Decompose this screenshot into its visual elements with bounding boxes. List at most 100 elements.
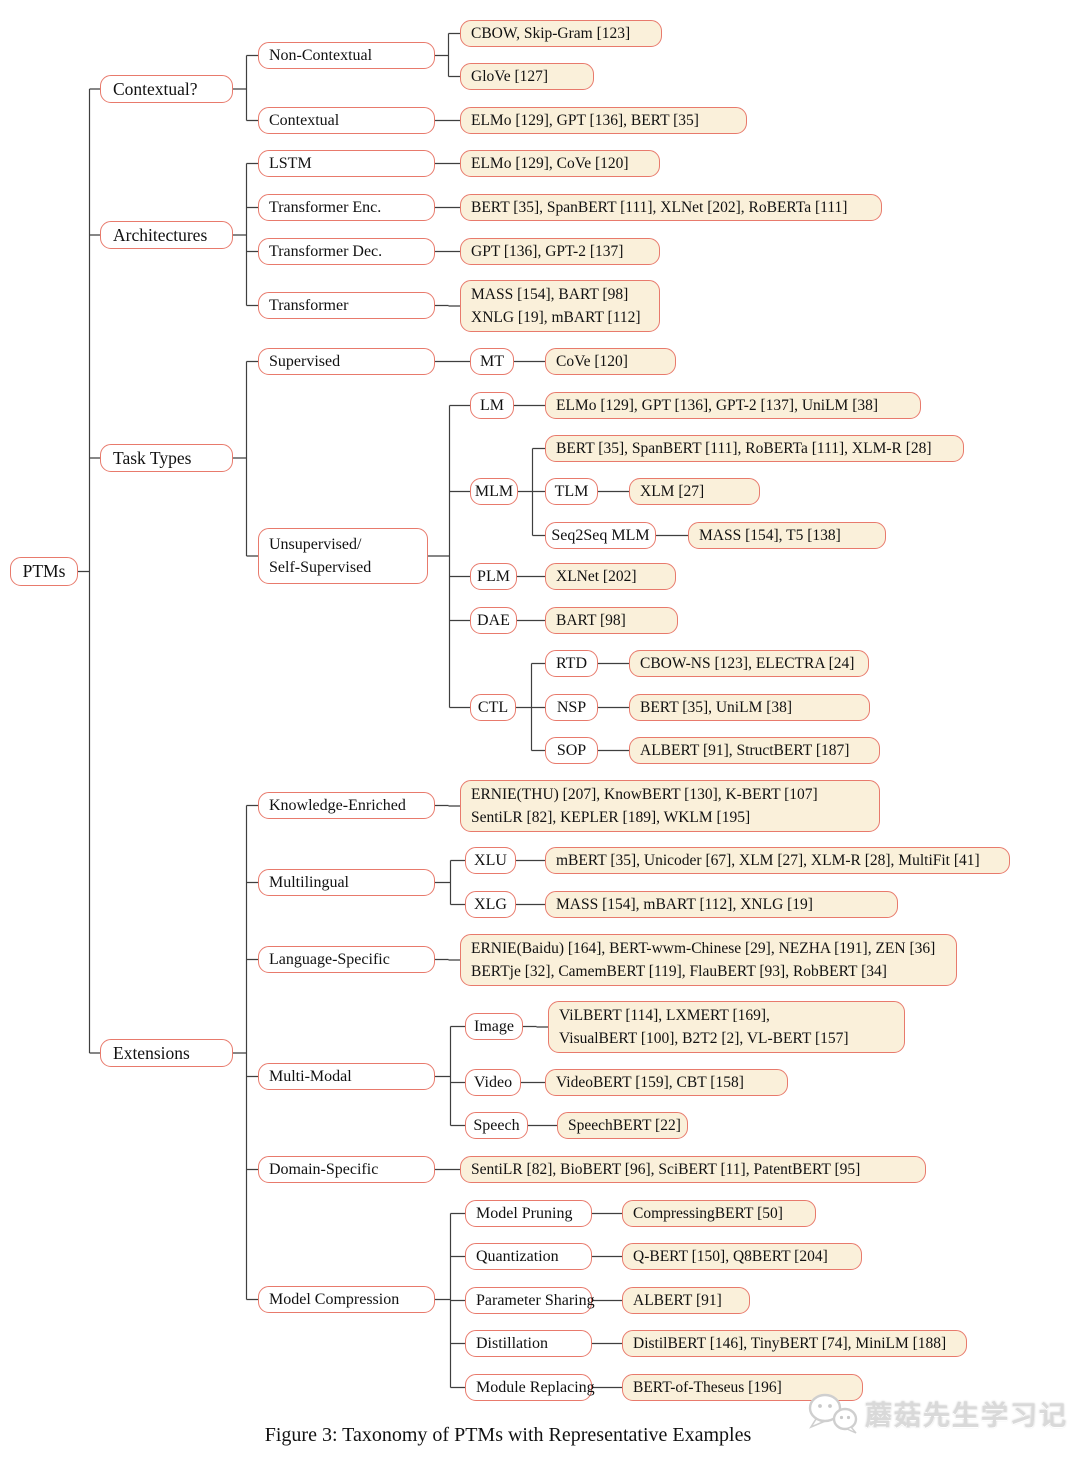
leaf-transformer-enc: BERT [35], SpanBERT [111], XLNet [202], … [460,194,882,221]
leaf-mlm: BERT [35], SpanBERT [111], RoBERTa [111]… [545,435,964,462]
node-extensions: Extensions [100,1039,233,1067]
node-model-compression: Model Compression [258,1286,435,1313]
node-label: ALBERT [91], StructBERT [187] [640,742,850,759]
node-label: Unsupervised/ [269,536,362,553]
node-speech: Speech [465,1112,528,1139]
node-label: MASS [154], T5 [138] [699,527,841,544]
node-lm: LM [470,392,514,419]
node-label: SentiLR [82], KEPLER [189], WKLM [195] [471,809,751,826]
node-image: Image [465,1013,523,1040]
node-contextual-q: Contextual? [100,75,233,103]
node-label: Parameter Sharing [476,1292,595,1309]
leaf-plm: XLNet [202] [545,563,676,590]
node-label: Domain-Specific [269,1161,379,1178]
node-knowledge-enriched: Knowledge-Enriched [258,792,435,819]
node-video: Video [465,1069,521,1096]
node-module-replacing: Module Replacing [465,1374,595,1401]
node-label: PLM [477,568,510,585]
leaf-model-pruning: CompressingBERT [50] [622,1200,816,1227]
node-label: Transformer [269,297,349,314]
node-label: SentiLR [82], BioBERT [96], SciBERT [11]… [471,1161,861,1178]
leaf-mt: CoVe [120] [545,348,676,375]
node-label: Video [473,1074,513,1091]
node-label: DistilBERT [146], TinyBERT [74], MiniLM … [633,1335,947,1352]
node-label: ERNIE(Baidu) [164], BERT-wwm-Chinese [29… [471,940,936,957]
node-label: Language-Specific [269,951,390,968]
node-label: Seq2Seq MLM [551,527,650,544]
node-label: mBERT [35], Unicoder [67], XLM [27], XLM… [556,852,980,869]
node-label: Model Pruning [476,1205,573,1222]
node-rtd: RTD [545,650,598,677]
leaf-language-specific: ERNIE(Baidu) [164], BERT-wwm-Chinese [29… [460,934,957,986]
leaf-nsp: BERT [35], UniLM [38] [629,694,870,721]
node-non-contextual: Non-Contextual [258,42,435,69]
leaf-dae: BART [98] [545,607,678,634]
node-label: XLNet [202] [556,568,637,585]
node-label: ERNIE(THU) [207], KnowBERT [130], K-BERT… [471,786,818,803]
node-label: MASS [154], BART [98] [471,286,629,303]
leaf-domain-specific: SentiLR [82], BioBERT [96], SciBERT [11]… [460,1156,926,1183]
node-label: MLM [474,483,514,500]
node-label: MT [480,353,504,370]
node-label: Q-BERT [150], Q8BERT [204] [633,1248,828,1265]
leaf-module-replacing: BERT-of-Theseus [196] [622,1374,863,1401]
node-xlg: XLG [465,891,516,918]
node-quantization: Quantization [465,1243,592,1270]
node-label: Model Compression [269,1291,400,1308]
node-label: CoVe [120] [556,353,628,370]
node-label: Knowledge-Enriched [269,797,406,814]
node-label: XLM [27] [640,483,705,500]
leaf-lm: ELMo [129], GPT [136], GPT-2 [137], UniL… [545,392,921,419]
node-label: VideoBERT [159], CBT [158] [556,1074,744,1091]
node-label: Self-Supervised [269,559,372,576]
node-label: CompressingBERT [50] [633,1205,783,1222]
node-label: BERT-of-Theseus [196] [633,1379,782,1396]
node-label: GloVe [127] [471,68,549,85]
leaf-sop: ALBERT [91], StructBERT [187] [629,737,880,764]
leaf-transformer-dec: GPT [136], GPT-2 [137] [460,238,660,265]
node-domain-specific: Domain-Specific [258,1156,435,1183]
node-seq2seq-mlm: Seq2Seq MLM [545,522,656,549]
node-label: Non-Contextual [269,47,373,64]
node-label: LM [480,397,504,414]
figure-caption: Figure 3: Taxonomy of PTMs with Represen… [264,1424,752,1446]
leaf-contextual: ELMo [129], GPT [136], BERT [35] [460,107,747,134]
node-model-pruning: Model Pruning [465,1200,592,1227]
watermark-text: 蘑菇先生学习记 [865,1400,1068,1431]
leaf-distillation: DistilBERT [146], TinyBERT [74], MiniLM … [622,1330,967,1357]
leaf-knowledge-enriched: ERNIE(THU) [207], KnowBERT [130], K-BERT… [460,780,880,832]
node-label: Module Replacing [476,1379,595,1396]
node-label: ELMo [129], GPT [136], GPT-2 [137], UniL… [556,397,879,414]
node-nsp: NSP [545,694,598,721]
node-label: BERTje [32], CamemBERT [119], FlauBERT [… [471,963,887,980]
node-label: Multilingual [269,874,349,891]
leaf-glove: GloVe [127] [460,63,594,90]
leaf-cbow: CBOW, Skip-Gram [123] [460,20,662,47]
node-contextual: Contextual [258,107,435,134]
node-label: GPT [136], GPT-2 [137] [471,243,624,260]
node-label: Multi-Modal [269,1068,352,1085]
leaf-speech: SpeechBERT [22] [557,1112,688,1139]
node-label: ELMo [129], GPT [136], BERT [35] [471,112,699,129]
node-xlu: XLU [465,847,516,874]
node-transformer: Transformer [258,292,435,319]
node-plm: PLM [470,563,517,590]
node-architectures: Architectures [100,221,233,249]
node-label: BERT [35], SpanBERT [111], RoBERTa [111]… [556,440,932,457]
node-ptms: PTMs [10,557,78,586]
node-ctl: CTL [470,694,516,721]
node-sop: SOP [545,737,598,764]
node-label: Task Types [113,447,192,468]
node-supervised: Supervised [258,348,435,375]
node-multilingual: Multilingual [258,869,435,896]
node-label: BERT [35], UniLM [38] [640,699,793,716]
node-label: Supervised [269,353,341,370]
node-label: Distillation [476,1335,548,1352]
leaf-quantization: Q-BERT [150], Q8BERT [204] [622,1243,862,1270]
node-label: PTMs [22,561,66,581]
node-label: DAE [477,612,510,629]
node-lstm: LSTM [258,150,435,177]
node-label: CBOW-NS [123], ELECTRA [24] [640,655,855,672]
